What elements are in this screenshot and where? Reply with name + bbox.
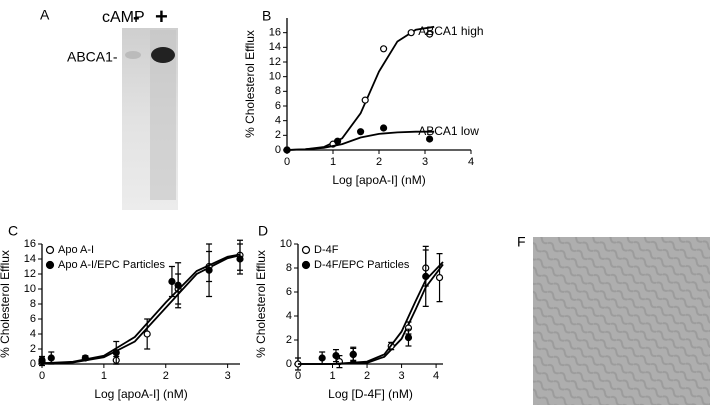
x-tick-label: 3: [399, 370, 405, 382]
legend-marker: [301, 260, 311, 270]
treatment-label: cAMP: [102, 9, 145, 26]
legend-label: Apo A-I/EPC Particles: [58, 259, 165, 271]
x-tick-label: 3: [422, 156, 428, 168]
y-axis-label: % Cholesterol Efflux: [254, 250, 268, 358]
x-tick-label: 0: [284, 156, 290, 168]
y-tick-label: 0: [275, 144, 281, 156]
y-tick-label: 16: [269, 27, 281, 39]
data-point: [205, 266, 213, 274]
panel-label: A: [40, 7, 50, 23]
micrograph-image: [533, 237, 710, 405]
x-tick-label: 4: [468, 156, 474, 168]
y-tick-label: 12: [24, 268, 36, 280]
blot-band: [125, 51, 141, 59]
y-axis-label: % Cholesterol Efflux: [243, 30, 257, 138]
data-point: [426, 30, 434, 38]
data-point: [174, 281, 182, 289]
x-tick-label: 2: [163, 370, 169, 382]
x-tick-label: 1: [330, 156, 336, 168]
data-point: [81, 354, 89, 362]
data-point: [357, 128, 365, 136]
panel-label: B: [262, 8, 271, 24]
series-label: ABCA1 low: [418, 124, 479, 138]
data-point: [332, 352, 340, 360]
data-point: [283, 146, 291, 154]
data-point: [380, 45, 388, 53]
micrograph-tint: [533, 237, 710, 405]
x-tick-label: 2: [376, 156, 382, 168]
micrograph-panel: F: [517, 234, 710, 405]
fit-curve: [298, 263, 444, 365]
y-tick-label: 14: [24, 253, 36, 265]
x-tick-label: 1: [101, 370, 107, 382]
data-point: [334, 137, 342, 145]
blot-panel: A cAMP - + ABCA1-: [40, 4, 178, 210]
legend-label: D-4F/EPC Particles: [314, 259, 410, 271]
panel-label: C: [8, 223, 18, 239]
x-tick-label: 0: [39, 370, 45, 382]
blot-band: [151, 47, 175, 63]
legend-marker: [301, 245, 311, 255]
fit-curve: [298, 261, 444, 365]
y-tick-label: 12: [269, 56, 281, 68]
data-point: [236, 255, 244, 263]
y-axis-label: % Cholesterol Efflux: [0, 250, 12, 358]
legend-marker: [45, 260, 55, 270]
band-label: ABCA1-: [67, 49, 118, 65]
y-tick-label: 2: [30, 343, 36, 355]
x-tick-label: 4: [433, 370, 439, 382]
x-axis-label: Log [apoA-I] (nM): [94, 387, 187, 401]
y-tick-label: 2: [286, 334, 292, 346]
y-tick-label: 10: [280, 238, 292, 250]
plus-label: +: [155, 4, 168, 29]
y-tick-label: 14: [269, 41, 281, 53]
data-point: [349, 350, 357, 358]
panel-label: D: [258, 223, 268, 239]
legend-label: Apo A-I: [58, 244, 94, 256]
data-point: [318, 354, 326, 362]
data-point: [38, 356, 46, 364]
x-axis-label: Log [D-4F] (nM): [328, 387, 413, 401]
fit-curve: [41, 253, 241, 365]
x-tick-label: 3: [225, 370, 231, 382]
data-point: [361, 96, 369, 104]
y-tick-label: 0: [30, 358, 36, 370]
y-tick-label: 8: [30, 298, 36, 310]
data-point: [380, 124, 388, 132]
data-point: [422, 272, 430, 280]
y-tick-label: 0: [286, 358, 292, 370]
y-tick-label: 6: [30, 313, 36, 325]
x-axis-label: Log [apoA-I] (nM): [332, 173, 425, 187]
y-tick-label: 2: [275, 129, 281, 141]
minus-label: -: [133, 6, 140, 28]
y-tick-label: 6: [275, 100, 281, 112]
y-tick-label: 4: [30, 328, 36, 340]
y-tick-label: 6: [286, 286, 292, 298]
x-tick-label: 0: [295, 370, 301, 382]
x-tick-label: 2: [364, 370, 370, 382]
legend-marker: [45, 245, 55, 255]
fit-curve: [286, 130, 435, 151]
legend-label: D-4F: [314, 244, 339, 256]
y-tick-label: 4: [286, 310, 292, 322]
y-tick-label: 8: [275, 85, 281, 97]
y-tick-label: 10: [269, 71, 281, 83]
data-point: [407, 29, 415, 37]
data-point: [168, 277, 176, 286]
y-tick-label: 16: [24, 238, 36, 250]
data-point: [426, 135, 434, 143]
x-tick-label: 1: [329, 370, 335, 382]
y-tick-label: 4: [275, 115, 281, 127]
data-point: [143, 330, 151, 338]
data-point: [404, 334, 413, 342]
panel-label: F: [517, 234, 526, 250]
data-point: [435, 274, 444, 282]
data-point: [112, 349, 120, 357]
y-tick-label: 10: [24, 283, 36, 295]
data-point: [47, 354, 55, 362]
y-tick-label: 8: [286, 262, 292, 274]
series-label: ABCA1 high: [418, 24, 483, 38]
